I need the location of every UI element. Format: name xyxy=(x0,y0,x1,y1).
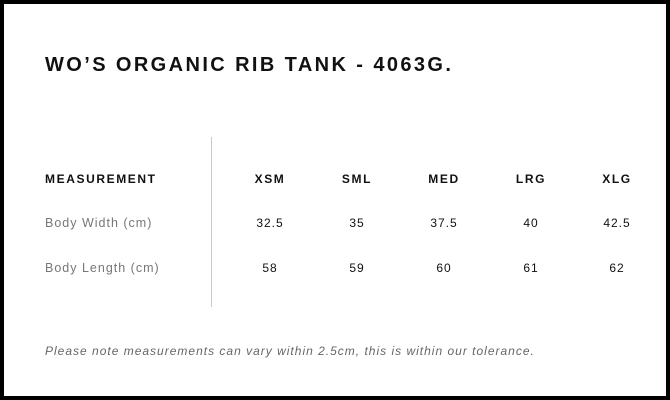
row-label: Body Width (cm) xyxy=(45,216,153,230)
table-cell: 40 xyxy=(523,216,539,230)
column-divider xyxy=(211,137,212,307)
table-cell: 32.5 xyxy=(256,216,284,230)
row-label: Body Length (cm) xyxy=(45,261,160,275)
table-cell: 37.5 xyxy=(430,216,458,230)
table-cell: 60 xyxy=(436,261,452,275)
page-title: WO’S ORGANIC RIB TANK - 4063G. xyxy=(45,54,454,76)
table-cell: 42.5 xyxy=(603,216,631,230)
table-cell: 59 xyxy=(349,261,365,275)
header-size-sml: SML xyxy=(341,172,373,186)
table-cell: 58 xyxy=(262,261,278,275)
header-size-xlg: XLG xyxy=(602,172,632,186)
header-size-med: MED xyxy=(428,172,460,186)
tolerance-note: Please note measurements can vary within… xyxy=(45,344,535,358)
table-cell: 61 xyxy=(523,261,539,275)
table-cell: 35 xyxy=(349,216,365,230)
header-size-lrg: LRG xyxy=(515,172,547,186)
table-cell: 62 xyxy=(609,261,625,275)
header-size-xsm: XSM xyxy=(254,172,286,186)
header-measurement: MEASUREMENT xyxy=(45,172,157,186)
